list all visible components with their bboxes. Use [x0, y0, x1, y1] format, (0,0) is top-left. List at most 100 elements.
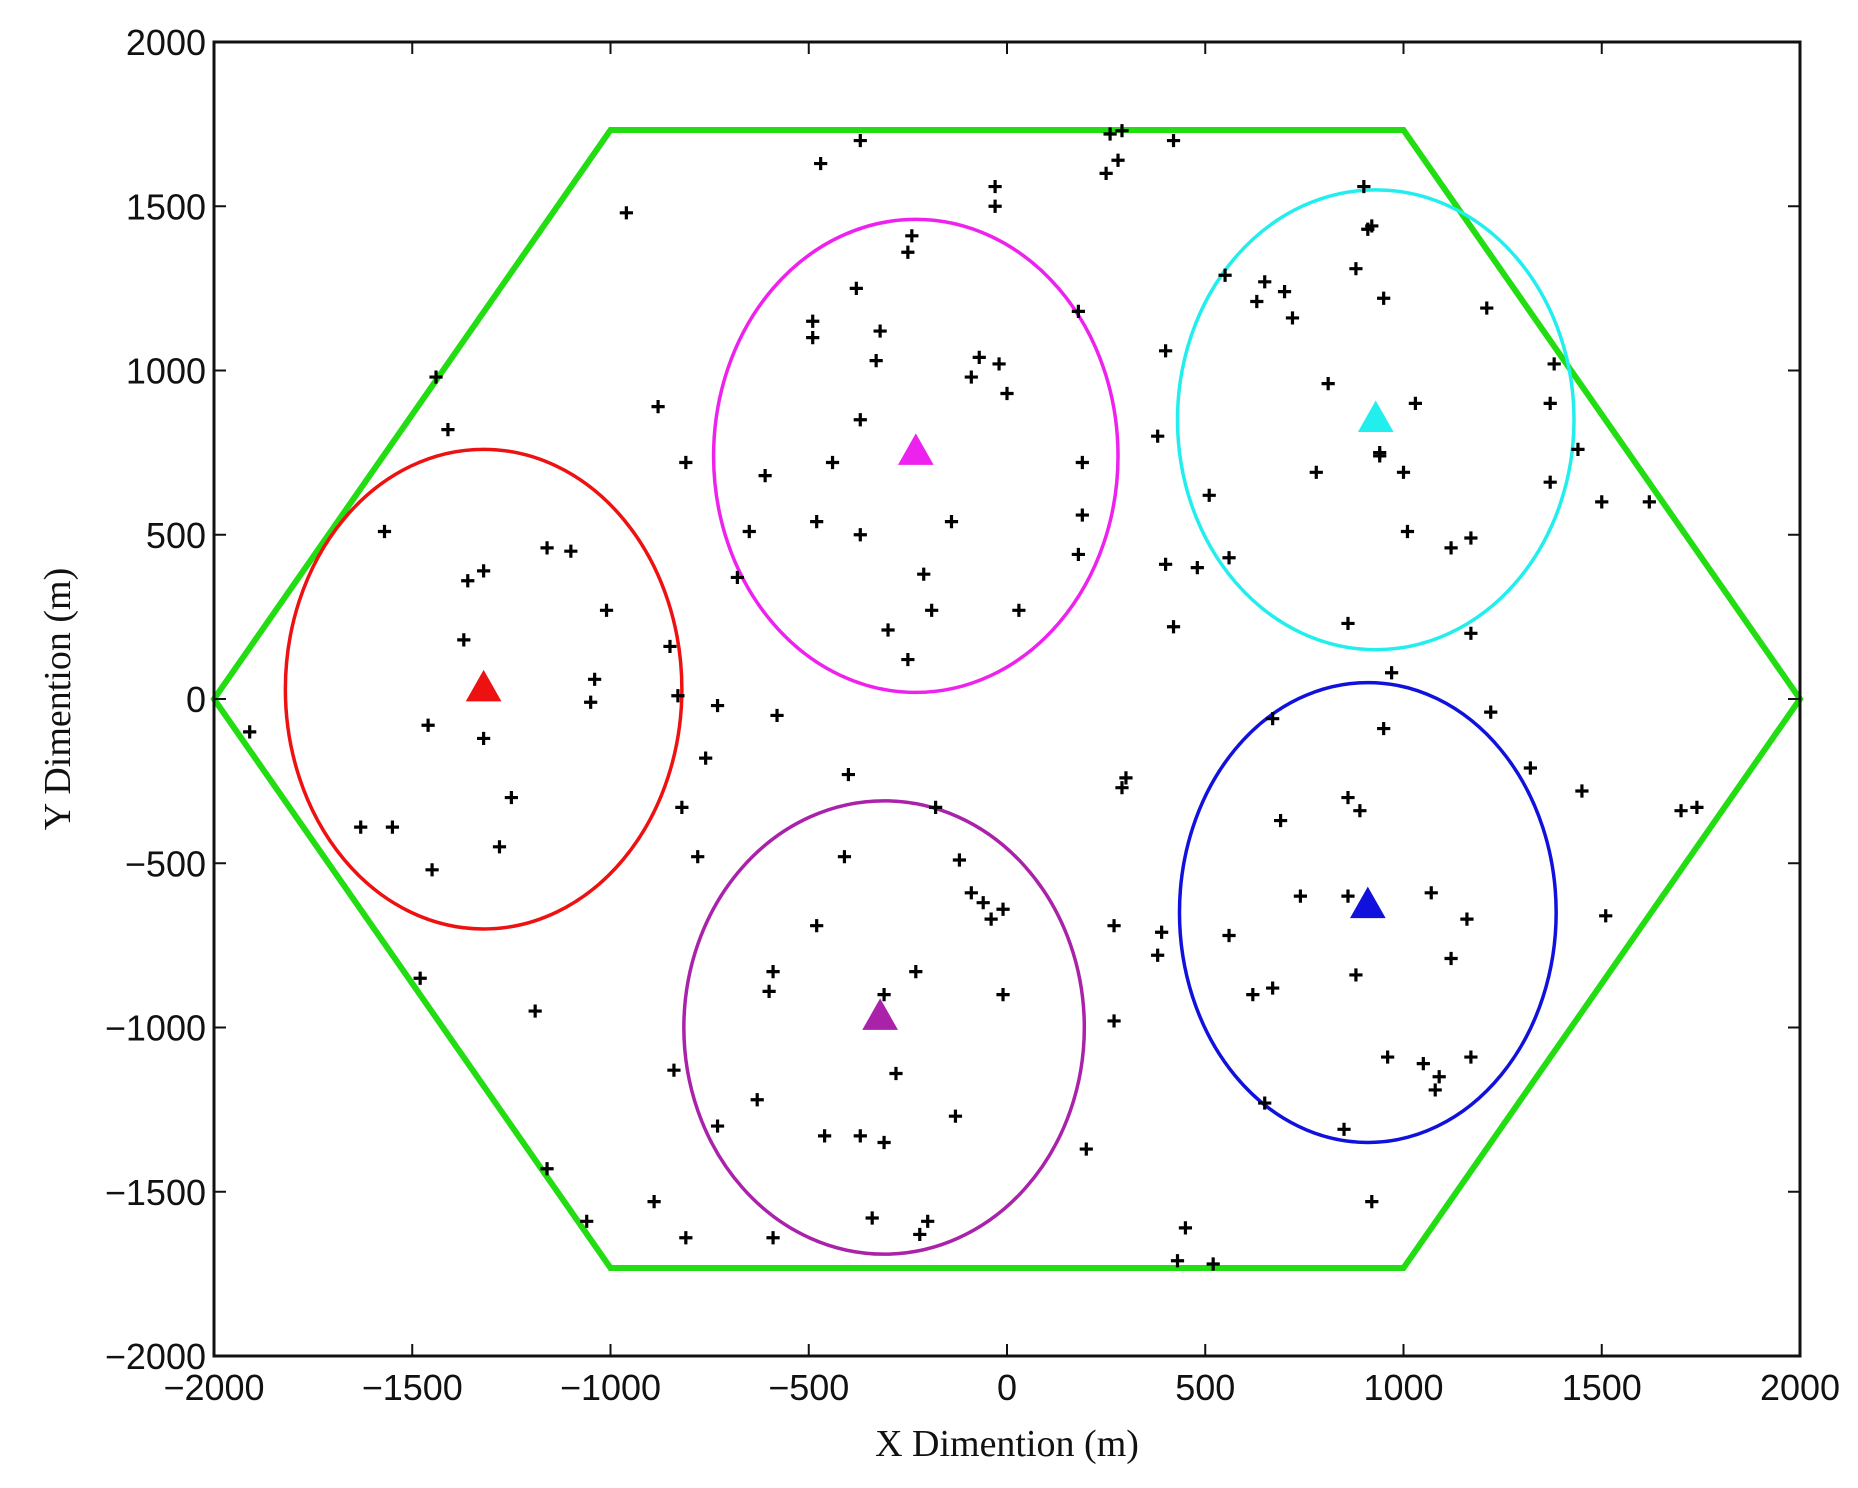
- y-tick-label: 0: [186, 679, 206, 720]
- user-point: [841, 767, 855, 782]
- user-point: [1396, 465, 1411, 479]
- user-point: [1151, 429, 1165, 443]
- user-point: [1170, 1254, 1185, 1268]
- user-point: [1218, 268, 1232, 282]
- user-point: [964, 370, 978, 384]
- user-point: [580, 1214, 594, 1228]
- x-tick-label: 0: [997, 1367, 1017, 1408]
- plot-content: [210, 124, 1804, 1271]
- user-point: [441, 423, 455, 437]
- user-point: [457, 633, 471, 647]
- user-point: [1012, 603, 1026, 617]
- user-point: [1155, 925, 1169, 939]
- user-point: [770, 708, 784, 723]
- user-point: [619, 206, 633, 220]
- user-point: [1416, 1057, 1430, 1071]
- user-point: [984, 912, 998, 926]
- user-point: [1464, 531, 1478, 545]
- user-point: [599, 603, 614, 617]
- user-point: [988, 199, 1002, 213]
- user-point: [1408, 396, 1422, 410]
- user-point: [1075, 508, 1089, 522]
- y-tick-label: −2000: [105, 1336, 206, 1377]
- user-point: [909, 965, 923, 979]
- user-point: [1599, 909, 1613, 923]
- base-station-5: [862, 998, 898, 1030]
- small-cell-circle-5: [682, 799, 1087, 1256]
- user-point: [413, 971, 427, 985]
- y-tick-label: 2000: [126, 22, 206, 63]
- user-point: [1206, 1257, 1220, 1271]
- user-point: [679, 1231, 693, 1245]
- user-point: [1381, 1050, 1395, 1064]
- user-point: [710, 1119, 725, 1133]
- user-point: [1365, 219, 1379, 233]
- x-tick-label: −500: [768, 1367, 849, 1408]
- user-point: [1273, 813, 1288, 828]
- y-axis-title: Y Dimention (m): [37, 568, 79, 830]
- user-point: [1341, 889, 1355, 903]
- y-tick-label: −1500: [105, 1172, 206, 1213]
- user-point: [385, 820, 400, 834]
- user-point: [1166, 620, 1181, 634]
- user-point: [925, 603, 939, 617]
- user-point: [1071, 547, 1085, 562]
- base-station-3: [1357, 400, 1394, 432]
- user-point: [1464, 1050, 1478, 1064]
- user-point: [766, 965, 780, 979]
- user-point: [667, 1063, 681, 1077]
- user-point: [1293, 889, 1308, 903]
- user-point: [1377, 291, 1391, 305]
- user-point: [972, 350, 986, 364]
- user-point: [853, 1129, 867, 1143]
- user-point: [996, 988, 1010, 1002]
- base-station-2: [897, 433, 934, 465]
- user-point: [1365, 1195, 1379, 1209]
- user-point: [853, 528, 867, 542]
- user-point: [905, 229, 919, 243]
- small-cell-circle-1: [283, 447, 684, 931]
- user-point: [1349, 262, 1363, 276]
- user-point: [564, 544, 578, 558]
- y-tick-label: −500: [125, 843, 206, 884]
- user-point: [1107, 919, 1121, 933]
- user-point: [1159, 344, 1173, 358]
- user-point: [1690, 800, 1704, 815]
- user-point: [421, 718, 435, 732]
- user-point: [1151, 948, 1165, 962]
- base-station-1: [465, 669, 502, 702]
- user-point: [1377, 721, 1391, 736]
- user-point: [877, 988, 891, 1002]
- user-point: [1075, 455, 1089, 470]
- user-point: [1353, 804, 1367, 818]
- user-point: [1309, 465, 1323, 479]
- user-point: [1480, 301, 1494, 315]
- user-point: [1400, 524, 1415, 539]
- user-point: [810, 919, 824, 933]
- x-tick-label: −1500: [362, 1367, 463, 1408]
- user-point: [877, 1135, 891, 1150]
- user-point: [1202, 488, 1216, 502]
- user-point: [873, 324, 887, 338]
- user-point: [1321, 377, 1335, 391]
- user-point: [1357, 179, 1371, 194]
- user-point: [917, 567, 931, 581]
- user-point: [964, 886, 978, 900]
- user-point: [1543, 396, 1557, 410]
- user-point: [1484, 705, 1498, 719]
- user-point: [1595, 495, 1609, 509]
- user-point: [461, 574, 475, 588]
- user-point: [243, 725, 257, 739]
- y-tick-label: 1000: [126, 351, 206, 392]
- user-point: [730, 570, 744, 585]
- user-point: [1674, 804, 1688, 818]
- user-point: [1547, 357, 1561, 371]
- user-point: [651, 400, 665, 414]
- user-point: [425, 863, 439, 877]
- user-point: [477, 731, 491, 746]
- user-point: [996, 902, 1010, 916]
- small-cell-circle-2: [711, 217, 1120, 695]
- user-point: [889, 1066, 903, 1081]
- user-point: [1250, 294, 1264, 309]
